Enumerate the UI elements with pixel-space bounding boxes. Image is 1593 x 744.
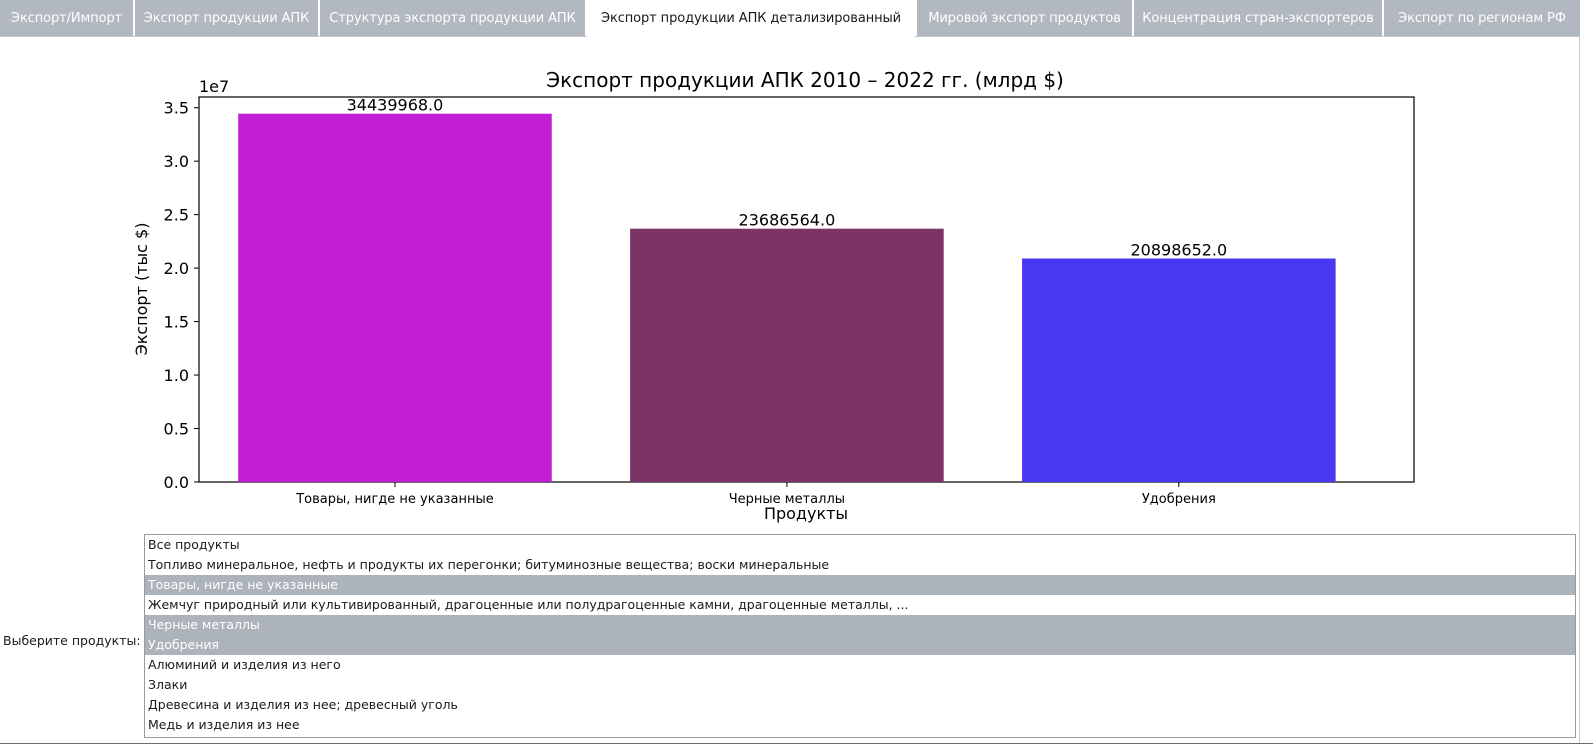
y-tick-label: 0.0 [164,473,189,492]
y-tick-label: 1.5 [164,313,189,332]
bar [1022,258,1336,482]
bar-value-label: 23686564.0 [739,211,836,230]
product-listbox[interactable]: Все продукты Топливо минеральное, нефть … [144,534,1576,738]
y-tick-label: 3.0 [164,152,189,171]
y-tick-label: 3.5 [164,99,189,118]
tab-bar: Экспорт/Импорт Экспорт продукции АПК Стр… [0,0,1593,38]
list-item[interactable]: Топливо минеральное, нефть и продукты их… [148,557,830,572]
chart-title: Экспорт продукции АПК 2010 – 2022 гг. (м… [546,68,1064,92]
tab-exporter-concentration[interactable]: Концентрация стран-экспортеров [1134,0,1382,36]
bars-group: 34439968.0 23686564.0 20898652.0 [238,96,1336,482]
list-item[interactable]: Жемчуг природный или культивированный, д… [148,597,909,612]
bar-value-label: 34439968.0 [347,96,444,115]
tab-pane-top-border [0,36,587,37]
list-item[interactable]: Черные металлы [145,615,1575,635]
tab-apk-export-detailed[interactable]: Экспорт продукции АПК детализированный [587,0,915,38]
list-item[interactable]: Древесина и изделия из нее; древесный уг… [148,697,458,712]
tab-export-by-region[interactable]: Экспорт по регионам РФ [1384,0,1580,36]
tab-pane-right-border [1579,36,1580,744]
tab-export-import[interactable]: Экспорт/Импорт [0,0,133,36]
x-axis-label: Продукты [764,504,848,523]
tab-world-product-export[interactable]: Мировой экспорт продуктов [917,0,1132,36]
bar [630,228,944,482]
list-item[interactable]: Удобрения [145,635,1575,655]
y-axis-label: Экспорт (тыс $) [132,223,151,356]
y-axis: 0.0 0.5 1.0 1.5 2.0 2.5 3.0 3.5 [164,99,199,492]
y-tick-label: 0.5 [164,420,189,439]
y-tick-label: 2.5 [164,206,189,225]
list-item[interactable]: Алюминий и изделия из него [148,657,341,672]
tab-apk-export-structure[interactable]: Структура экспорта продукции АПК [320,0,585,36]
list-item[interactable]: Товары, нигде не указанные [145,575,1575,595]
x-tick-label: Удобрения [1142,492,1216,507]
chart-svg: Экспорт продукции АПК 2010 – 2022 гг. (м… [132,68,1415,523]
x-axis: Товары, нигде не указанные Черные металлы… [295,482,1216,507]
y-offset-label: 1e7 [199,77,229,96]
list-item[interactable]: Медь и изделия из нее [148,717,300,732]
bar-value-label: 20898652.0 [1130,241,1227,260]
bar-chart: Экспорт продукции АПК 2010 – 2022 гг. (м… [0,36,1580,536]
x-tick-label: Черные металлы [729,492,845,507]
x-tick-label: Товары, нигде не указанные [295,492,493,507]
bar [238,113,552,482]
product-selector-label: Выберите продукты: [3,633,141,648]
tab-apk-export[interactable]: Экспорт продукции АПК [135,0,318,36]
tab-pane-top-border-right [915,36,1580,37]
y-tick-label: 1.0 [164,366,189,385]
list-item[interactable]: Злаки [148,677,188,692]
y-tick-label: 2.0 [164,259,189,278]
list-item[interactable]: Все продукты [148,537,240,552]
